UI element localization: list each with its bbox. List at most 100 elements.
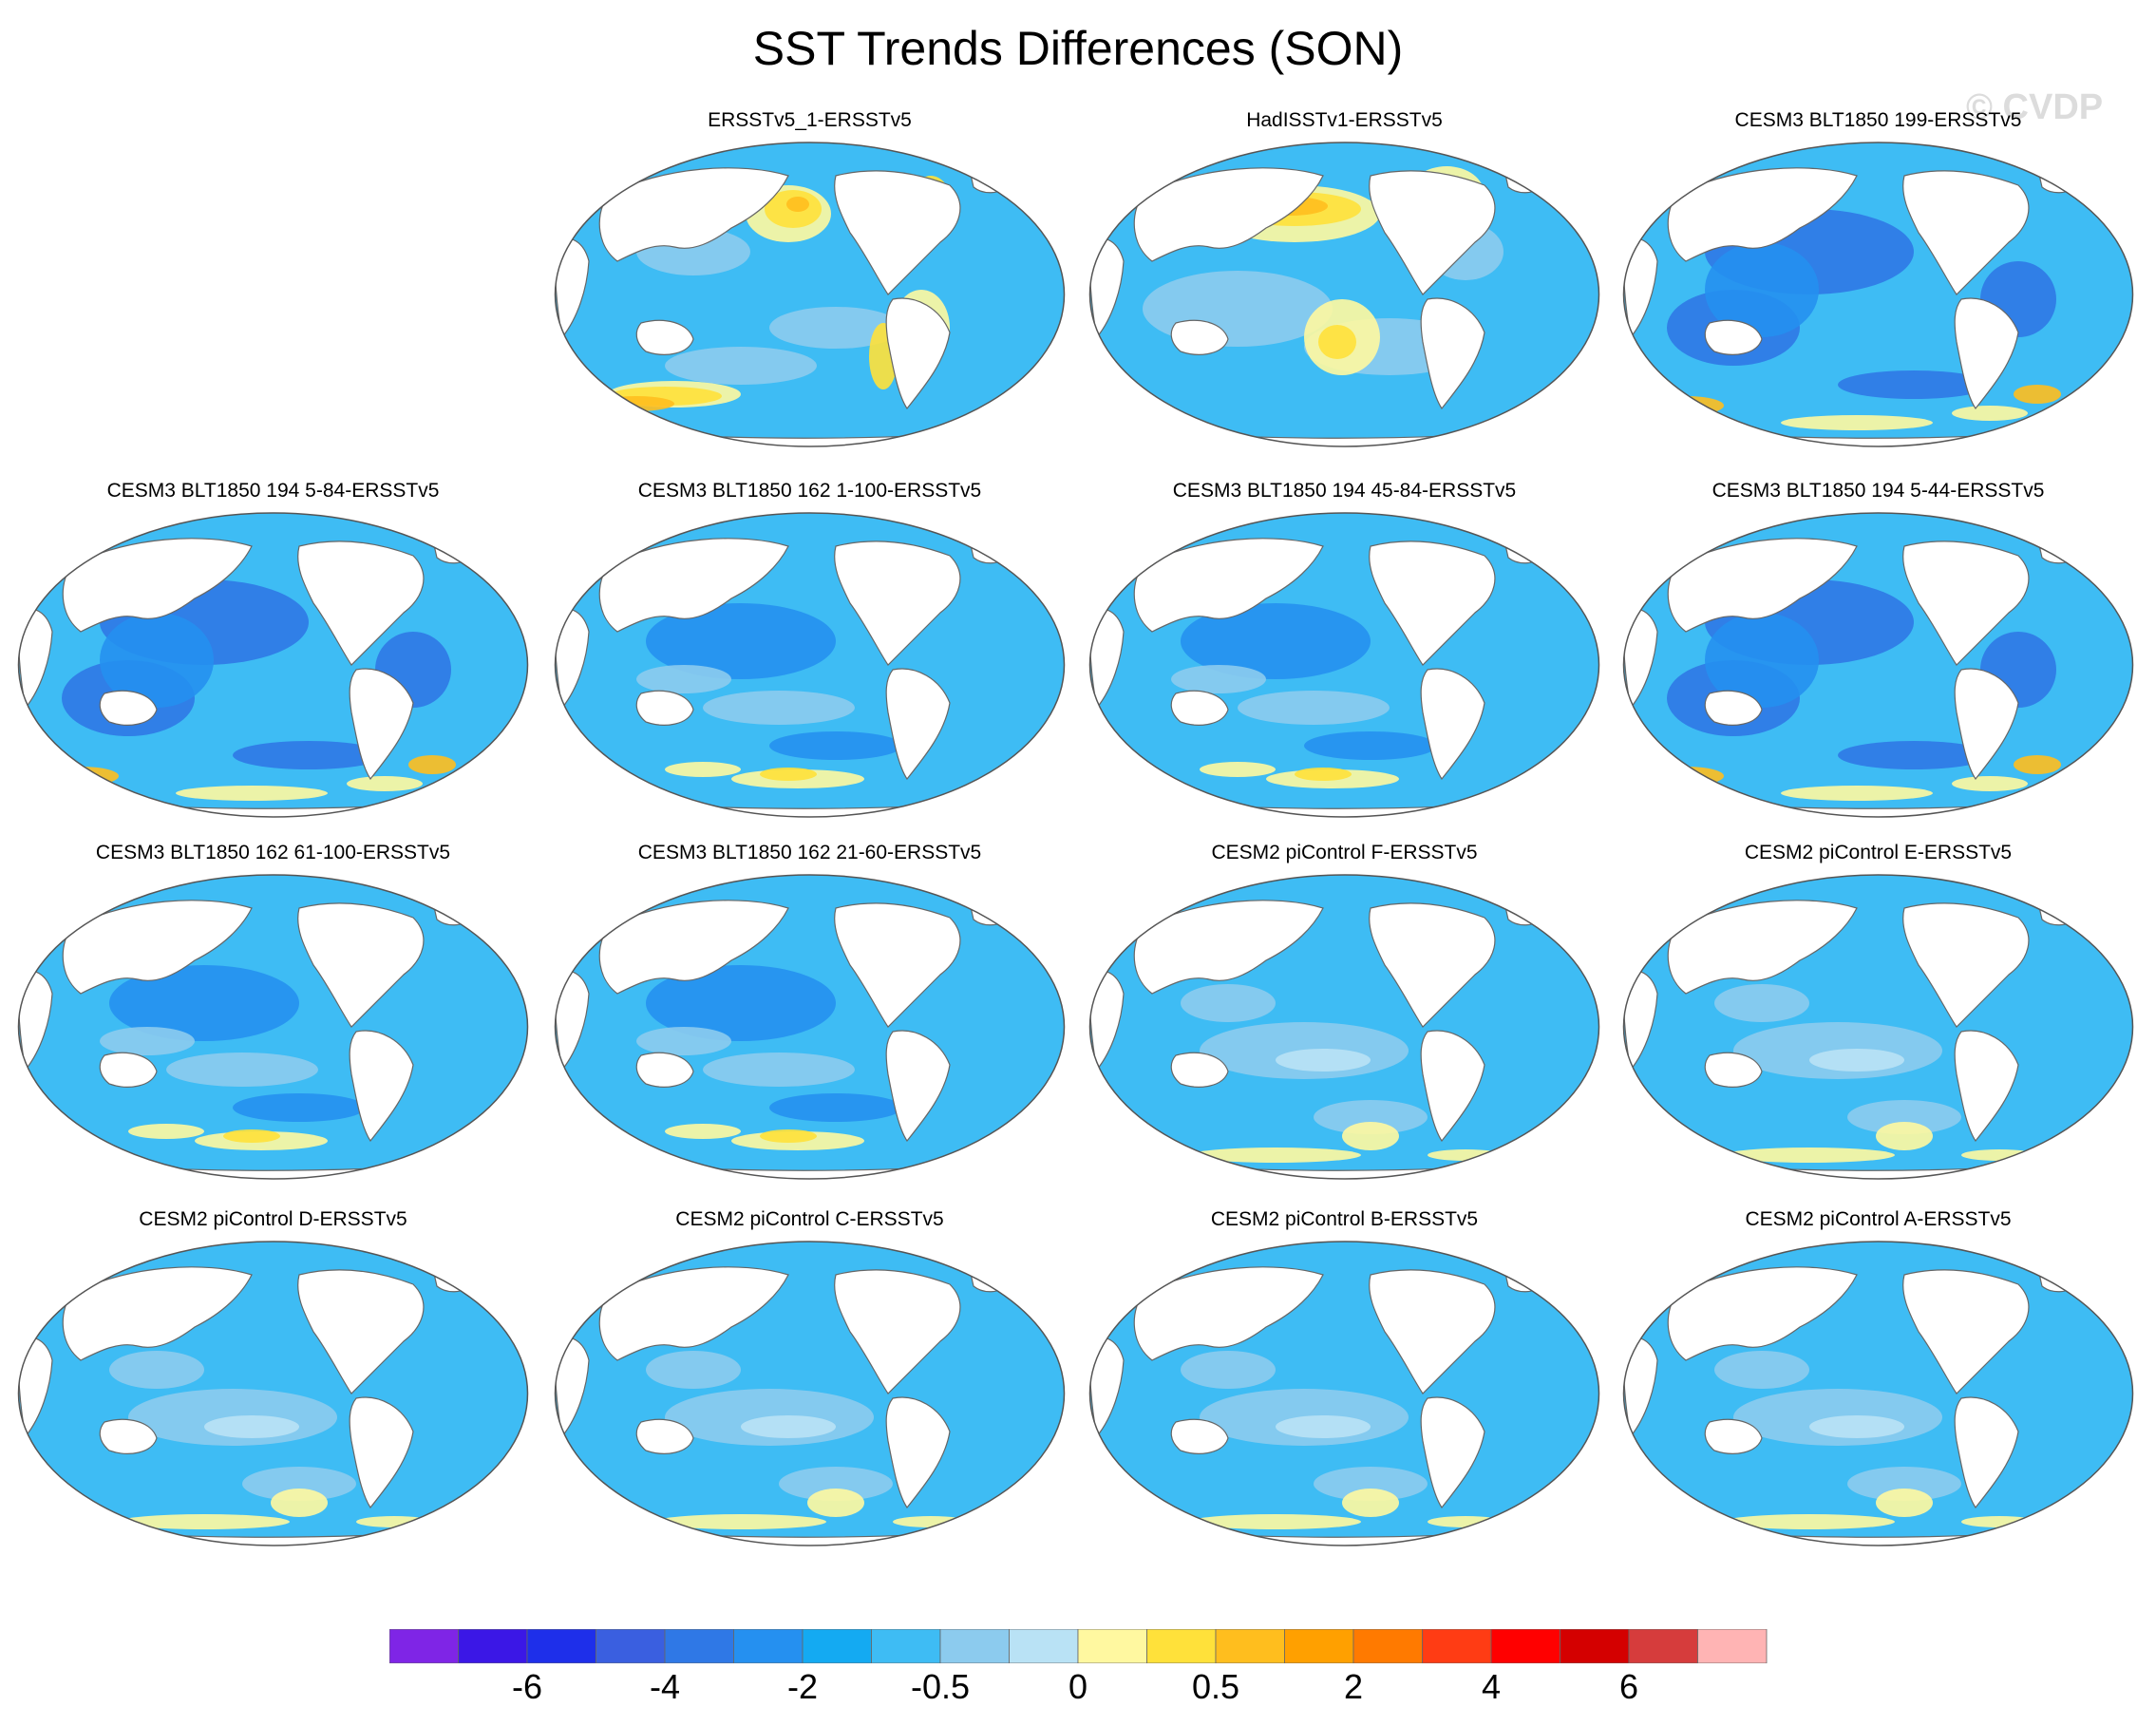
land-mass xyxy=(1704,690,1763,726)
map-field xyxy=(18,1242,528,1546)
sst-anomaly-patch xyxy=(408,755,456,774)
sst-anomaly-patch xyxy=(1181,603,1371,679)
sst-anomaly-patch xyxy=(760,1129,817,1143)
map-panel: CESM2 piControl A-ERSSTv5 xyxy=(1619,1208,2137,1550)
sst-anomaly-patch xyxy=(176,786,328,801)
land-mass xyxy=(1902,902,2030,1028)
land-mass xyxy=(1420,668,1485,781)
sst-anomaly-patch xyxy=(1342,1489,1399,1517)
panel-title: CESM3 BLT1850 162 1-100-ERSSTv5 xyxy=(637,480,982,502)
land-mass xyxy=(62,1266,253,1361)
land-mass xyxy=(1667,167,1858,262)
sst-anomaly-patch xyxy=(233,741,385,769)
land-mass xyxy=(1170,1052,1229,1088)
land-mass xyxy=(99,1418,158,1454)
sst-anomaly-patch xyxy=(2014,755,2061,774)
map-panel: CESM2 piControl E-ERSSTv5 xyxy=(1619,842,2137,1184)
map-panel: ERSSTv5_1-ERSSTv5 xyxy=(551,109,1069,451)
sst-map xyxy=(554,512,1066,818)
sst-map xyxy=(554,142,1066,447)
map-outline xyxy=(554,142,1066,447)
land-mass xyxy=(1420,297,1485,410)
sst-anomaly-patch xyxy=(1809,1415,1904,1438)
map-panel: CESM3 BLT1850 162 21-60-ERSSTv5 xyxy=(551,842,1069,1184)
sst-anomaly-patch xyxy=(665,1124,741,1139)
map-outline xyxy=(554,1241,1066,1546)
land-mass xyxy=(349,1030,414,1143)
panel-title: CESM3 BLT1850 194 5-84-ERSSTv5 xyxy=(106,480,440,502)
sst-map xyxy=(1088,1241,1600,1546)
colorbar-box xyxy=(389,1629,459,1663)
sst-anomaly-patch xyxy=(1181,1351,1276,1389)
map-field xyxy=(1089,513,1599,817)
map-field xyxy=(1623,142,2133,446)
land-mass xyxy=(885,1030,951,1143)
sst-anomaly-patch xyxy=(1314,1100,1428,1134)
colorbar-box xyxy=(733,1629,804,1663)
land-mass xyxy=(598,1266,789,1361)
map-panel: CESM2 piControl B-ERSSTv5 xyxy=(1086,1208,1603,1550)
sst-anomaly-patch xyxy=(1876,1489,1933,1517)
land-mass xyxy=(885,1396,951,1509)
land-mass xyxy=(1902,1269,2030,1394)
land-mass xyxy=(635,1052,694,1088)
map-field xyxy=(555,1242,1065,1546)
sst-anomaly-patch xyxy=(665,762,741,777)
sst-anomaly-patch xyxy=(1809,1049,1904,1072)
colorbar xyxy=(389,1629,1768,1663)
map-field xyxy=(18,513,528,817)
map-panel: CESM3 BLT1850 194 5-84-ERSSTv5 xyxy=(14,480,532,822)
colorbar-label: 6 xyxy=(1618,1667,1639,1706)
colorbar-box xyxy=(1146,1629,1217,1663)
panel-title: CESM2 piControl A-ERSSTv5 xyxy=(1745,1208,2012,1230)
land-mass xyxy=(1902,170,2030,295)
sst-anomaly-patch xyxy=(2014,385,2061,404)
land-mass xyxy=(1420,1396,1485,1509)
sst-anomaly-patch xyxy=(1238,691,1390,725)
map-panel: CESM2 piControl D-ERSSTv5 xyxy=(14,1208,532,1550)
sst-anomaly-patch xyxy=(779,1467,893,1501)
land-mass xyxy=(1667,538,1858,633)
colorbar-box xyxy=(939,1629,1010,1663)
sst-anomaly-patch xyxy=(1342,1122,1399,1150)
sst-map xyxy=(1622,1241,2134,1546)
colorbar-box xyxy=(1422,1629,1492,1663)
sst-anomaly-patch xyxy=(741,1415,836,1438)
land-mass xyxy=(834,1269,961,1394)
land-mass xyxy=(635,319,694,355)
sst-anomaly-patch xyxy=(271,1489,328,1517)
land-mass xyxy=(297,541,425,666)
colorbar-box xyxy=(664,1629,734,1663)
land-mass xyxy=(1369,541,1496,666)
land-mass xyxy=(62,900,253,995)
map-field xyxy=(1089,142,1599,446)
sst-anomaly-patch xyxy=(636,665,731,693)
sst-anomaly-patch xyxy=(1781,786,1933,801)
map-panel: CESM3 BLT1850 162 1-100-ERSSTv5 xyxy=(551,480,1069,822)
sst-anomaly-patch xyxy=(43,767,119,786)
map-field xyxy=(1089,1242,1599,1546)
ocean-background xyxy=(1623,142,2133,446)
colorbar-box xyxy=(596,1629,666,1663)
land-mass xyxy=(1704,1418,1763,1454)
map-field xyxy=(555,513,1065,817)
land-mass xyxy=(297,1269,425,1394)
sst-anomaly-patch xyxy=(1648,396,1724,415)
map-outline xyxy=(1088,1241,1600,1546)
sst-anomaly-patch xyxy=(1781,415,1933,430)
colorbar-label: -4 xyxy=(649,1667,681,1706)
sst-map xyxy=(1622,142,2134,447)
sst-anomaly-patch xyxy=(1659,772,1693,786)
colorbar-box xyxy=(1628,1629,1698,1663)
land-mass xyxy=(1369,902,1496,1028)
sst-map xyxy=(17,874,529,1180)
sst-anomaly-patch xyxy=(1200,762,1276,777)
panel-title: CESM3 BLT1850 194 45-84-ERSSTv5 xyxy=(1172,480,1517,502)
sst-anomaly-patch xyxy=(1705,613,1819,708)
map-outline xyxy=(1622,142,2134,447)
land-mass xyxy=(1667,1266,1858,1361)
sst-anomaly-patch xyxy=(1838,370,1990,399)
colorbar-box xyxy=(871,1629,941,1663)
map-outline xyxy=(1622,1241,2134,1546)
sst-map xyxy=(1622,512,2134,818)
